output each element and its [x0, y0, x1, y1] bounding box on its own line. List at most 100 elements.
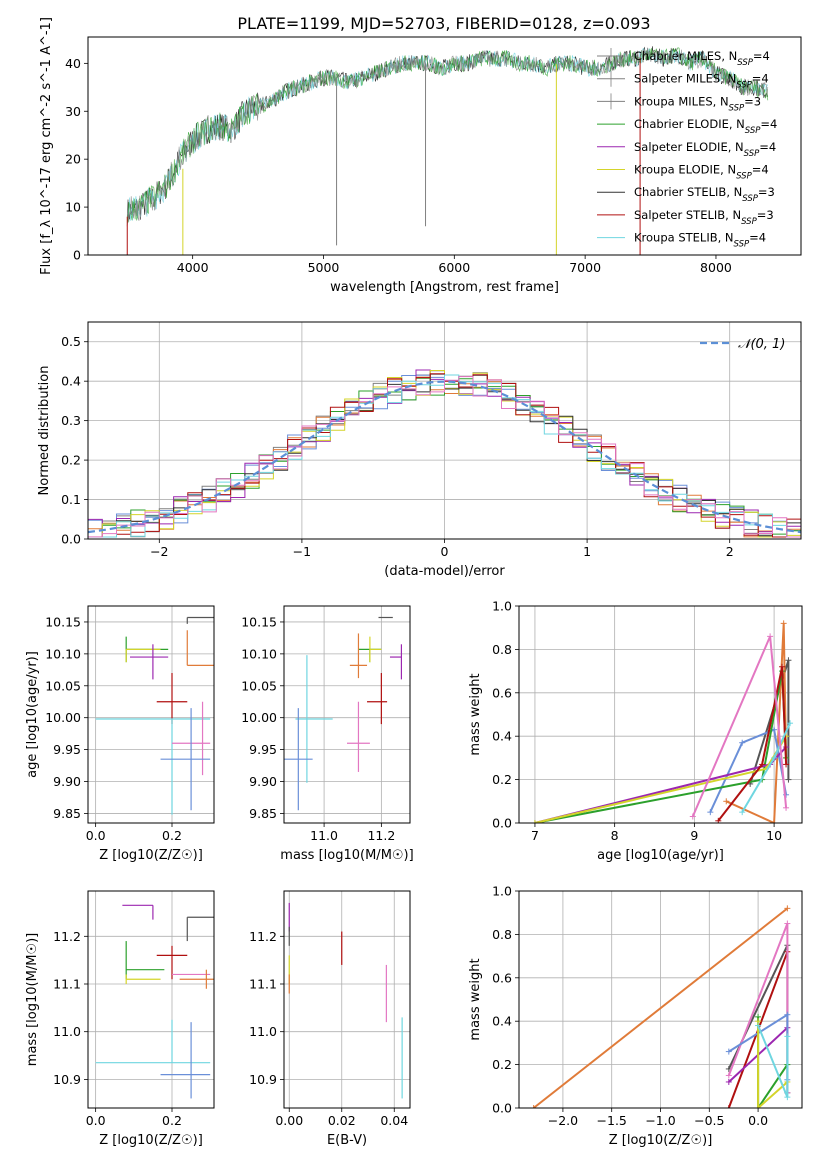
x-tick-label: 8 [611, 828, 619, 843]
legend-label: Kroupa STELIB, NSSP=4 [634, 231, 766, 250]
legend-label: Salpeter ELODIE, NSSP=4 [634, 140, 776, 159]
legend-label: Chabrier ELODIE, NSSP=4 [634, 117, 777, 136]
y-tick-label: 10.00 [241, 710, 277, 725]
axes-frame [87, 605, 215, 824]
y-tick-label: 11.2 [53, 929, 81, 944]
y-axis-label: mass weight [468, 673, 483, 755]
legend-label: Chabrier STELIB, NSSP=3 [634, 185, 775, 204]
plot-area [530, 905, 791, 1108]
x-tick-label: −2.0 [548, 1113, 578, 1128]
y-tick-label: 20 [65, 152, 81, 167]
y-tick-label: 0.0 [492, 816, 512, 831]
legend-label: Kroupa ELODIE, NSSP=4 [634, 163, 769, 182]
x-tick-label: 8000 [700, 260, 732, 275]
x-tick-label: 6000 [438, 260, 470, 275]
y-tick-label: 40 [65, 56, 81, 71]
y-tick-label: 0.2 [492, 772, 512, 787]
y-tick-label: 10.10 [241, 646, 277, 661]
x-axis-label: Z [log10(Z/Z☉)] [99, 848, 203, 863]
mass-weight-line [725, 623, 788, 823]
y-tick-label: 1.0 [492, 599, 512, 614]
x-tick-label: −1.5 [597, 1113, 627, 1128]
x-tick-label: −0.5 [694, 1113, 724, 1128]
y-tick-label: 0.8 [492, 927, 512, 942]
y-tick-label: 0.0 [492, 1101, 512, 1116]
x-tick-label: 0.2 [162, 1113, 182, 1128]
plot-area [95, 904, 214, 1099]
axes-frame [87, 890, 215, 1109]
y-tick-label: 30 [65, 104, 81, 119]
x-tick-label: 0.0 [86, 1113, 106, 1128]
y-tick-label: 10.00 [45, 710, 81, 725]
y-tick-label: 10.05 [241, 678, 277, 693]
x-tick-label: 7 [531, 828, 539, 843]
spectrum-line [126, 48, 769, 226]
y-tick-label: 9.85 [249, 806, 277, 821]
y-tick-label: 0.4 [61, 374, 81, 389]
x-tick-label: 1 [583, 544, 591, 559]
plot-area [531, 620, 794, 823]
y-tick-label: 11.1 [53, 977, 81, 992]
x-tick-label: −2 [150, 544, 168, 559]
y-tick-label: 0.1 [61, 492, 81, 507]
panel-mass_vs_ebv: 0.00 0.02 0.04 10.9 11.0 11.1 11.2 E(B-V) [249, 890, 411, 1148]
y-tick-label: 9.85 [53, 806, 81, 821]
legend: Chabrier MILES, NSSP=4 Salpeter MILES, NS… [597, 48, 777, 250]
y-tick-label: 0.2 [61, 453, 81, 468]
x-axis-label: E(B-V) [327, 1133, 367, 1148]
y-tick-label: 0.2 [492, 1057, 512, 1072]
y-tick-label: 0.6 [492, 685, 512, 700]
x-tick-label: −1.0 [645, 1113, 675, 1128]
y-tick-label: 9.95 [53, 742, 81, 757]
y-tick-label: 10.15 [45, 614, 81, 629]
x-tick-label: 0.04 [380, 1113, 408, 1128]
y-tick-label: 0.3 [61, 413, 81, 428]
y-tick-label: 0.0 [61, 532, 81, 547]
y-axis-label: age [log10(age/yr)] [25, 651, 40, 778]
x-tick-label: 9 [690, 828, 698, 843]
x-tick-label: 7000 [569, 260, 601, 275]
plot-area [284, 616, 403, 811]
x-axis-label: wavelength [Angstrom, rest frame] [330, 280, 559, 295]
y-tick-label: 9.90 [249, 774, 277, 789]
mass-weight-line [757, 1021, 789, 1108]
x-tick-label: 5000 [308, 260, 340, 275]
axes-frame [518, 890, 803, 1109]
mass-weight-line [717, 666, 788, 822]
y-tick-label: 11.0 [53, 1024, 81, 1039]
y-tick-label: 11.1 [249, 977, 277, 992]
axes-frame [87, 36, 802, 256]
legend-label: Kroupa MILES, NSSP=3 [634, 94, 761, 113]
y-tick-label: 9.95 [249, 742, 277, 757]
y-axis-label: Flux [f_λ 10^-17 erg cm^-2 s^-1 A^-1] [39, 17, 54, 275]
legend-label: Chabrier MILES, NSSP=4 [634, 49, 770, 68]
axes-frame [283, 605, 411, 824]
x-tick-label: 0 [441, 544, 449, 559]
y-tick-label: 0.4 [492, 1014, 512, 1029]
y-tick-label: 10.10 [45, 646, 81, 661]
figure-title: PLATE=1199, MJD=52703, FIBERID=0128, z=0… [237, 14, 650, 33]
x-axis-label: Z [log10(Z/Z☉)] [99, 1133, 203, 1148]
panel-residuals: −2 −1 0 1 2 0.0 0.1 0.2 0.3 0.4 0.5 𝒩(0, 1) (data-mo… [37, 321, 802, 579]
x-tick-label: 11.2 [367, 828, 395, 843]
y-tick-label: 10.05 [45, 678, 81, 693]
y-tick-label: 0.4 [492, 729, 512, 744]
panel-age_vs_Z: 0.0 0.2 9.85 9.90 9.95 10.00 10.05 10.10 10.15 Z … [25, 605, 215, 863]
mass-weight-line [532, 907, 789, 1108]
y-tick-label: 10.9 [249, 1072, 277, 1087]
spectrum-line [126, 47, 769, 222]
y-tick-label: 11.2 [249, 929, 277, 944]
panel-mass_weight_vs_age: 7 8 9 10 0.0 0.2 0.4 0.6 0.8 1.0 age [log10(age/yr… [468, 599, 803, 863]
x-tick-label: 0.0 [86, 828, 106, 843]
y-tick-label: 9.90 [53, 774, 81, 789]
x-tick-label: −1 [293, 544, 311, 559]
plot-area [95, 616, 214, 815]
axes-frame [283, 890, 411, 1109]
x-axis-label: age [log10(age/yr)] [597, 848, 724, 863]
y-axis-label: Normed distribution [37, 366, 52, 496]
y-tick-label: 1.0 [492, 884, 512, 899]
y-axis-label: mass [log10(M/M☉)] [25, 933, 40, 1066]
x-tick-label: 0.2 [162, 828, 182, 843]
plot-area [126, 46, 769, 255]
